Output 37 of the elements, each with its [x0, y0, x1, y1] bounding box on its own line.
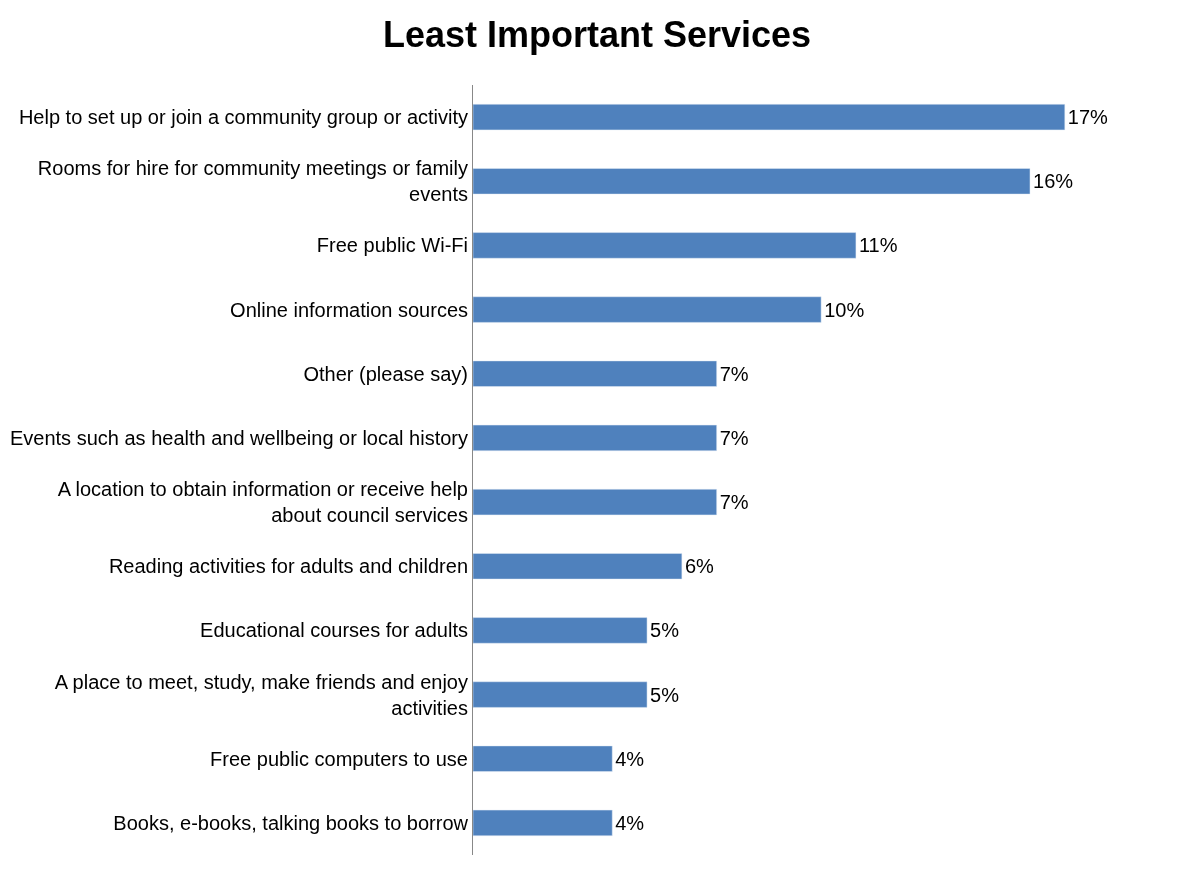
bar [473, 617, 648, 644]
data-label: 10% [824, 298, 865, 321]
bar [473, 681, 648, 708]
data-label: 4% [615, 811, 645, 834]
data-label: 16% [1033, 170, 1074, 193]
data-label: 11% [858, 234, 898, 257]
data-label: 7% [719, 426, 749, 449]
bar [473, 489, 717, 516]
y-tick-label: Rooms for hire for community meetings or family events [37, 157, 468, 206]
bar [473, 745, 613, 772]
y-tick-label: Educational courses for adults [200, 619, 468, 642]
bar [473, 168, 1031, 195]
bar [473, 360, 717, 387]
bar [473, 809, 613, 836]
data-label: 17% [1067, 106, 1109, 129]
y-tick-label: Online information sources [230, 298, 468, 321]
y-tick-label: Free public computers to use [210, 747, 468, 770]
bar [473, 296, 822, 323]
y-tick-label: Help to set up or join a community group or activity [18, 106, 468, 129]
chart-title: Least Important Services [382, 14, 812, 56]
y-tick-label: Events such as health and wellbeing or local history [9, 426, 468, 449]
y-tick-label: A location to obtain information or receive help about council services [57, 478, 468, 527]
bar [473, 553, 683, 580]
bar [473, 424, 717, 451]
y-tick-label: A place to meet, study, make friends and enjoy activities [54, 670, 468, 719]
data-label: 5% [650, 683, 680, 706]
y-tick-label: Books, e-books, talking books to borrow [113, 811, 469, 834]
data-label: 7% [719, 491, 749, 514]
bar [473, 104, 1066, 131]
data-label: 6% [684, 555, 714, 578]
y-tick-label: Free public Wi-Fi [316, 234, 468, 257]
data-label: 7% [719, 362, 749, 385]
bar [473, 232, 857, 259]
y-tick-label: Other (please say) [303, 362, 468, 385]
y-tick-label: Reading activities for adults and children [108, 555, 468, 578]
data-label: 4% [615, 747, 645, 770]
data-label: 5% [650, 619, 680, 642]
